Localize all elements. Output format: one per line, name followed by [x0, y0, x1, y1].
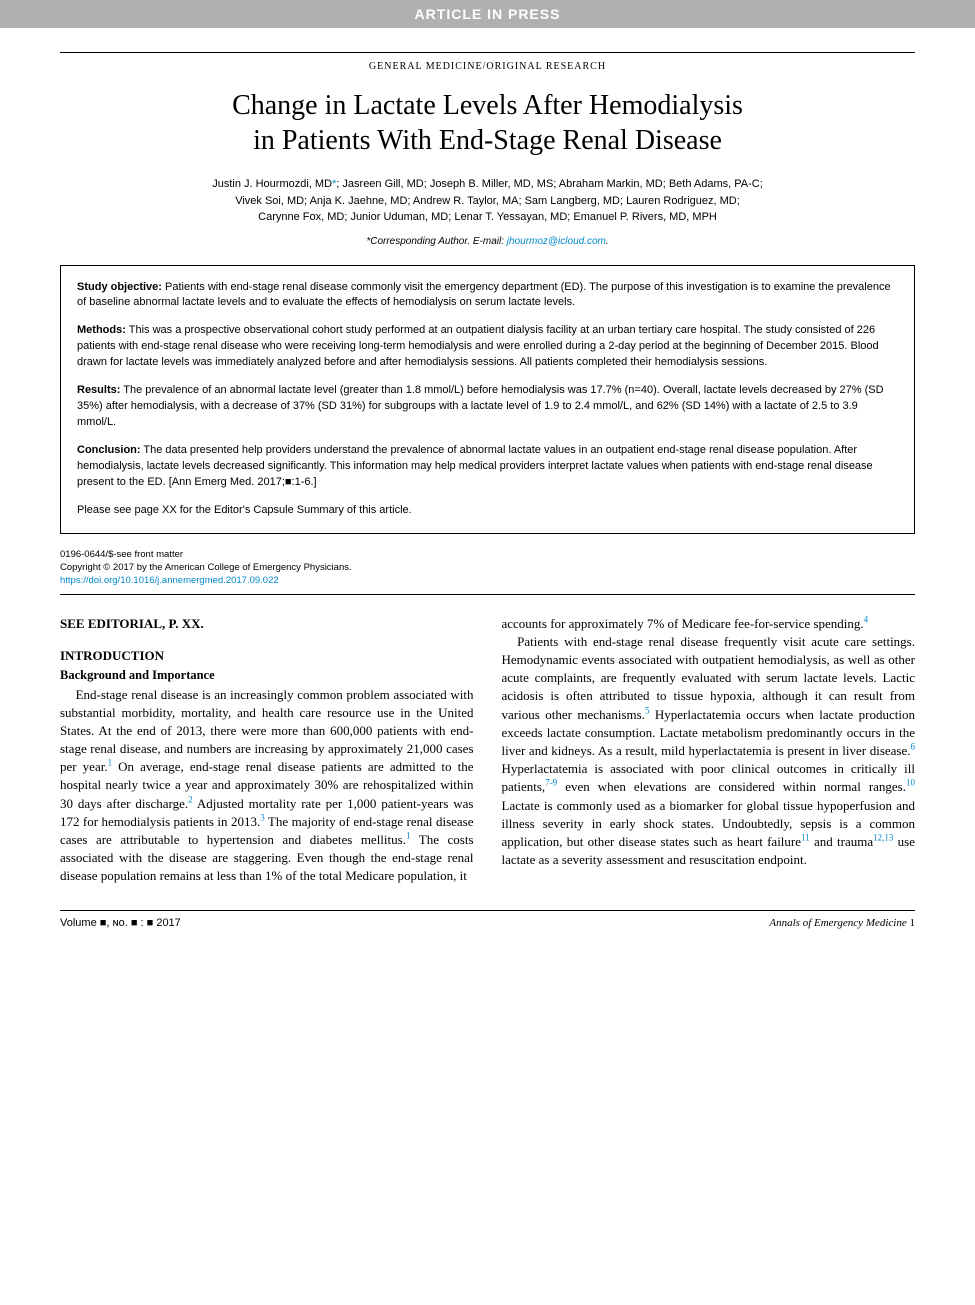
article-title: Change in Lactate Levels After Hemodialy… — [60, 88, 915, 158]
body-text-columns: SEE EDITORIAL, P. XX. INTRODUCTION Backg… — [60, 615, 915, 886]
footer-journal-name: Annals of Emergency Medicine — [769, 917, 906, 929]
abstract-methods: Methods: This was a prospective observat… — [77, 323, 898, 371]
objective-text: Patients with end-stage renal disease co… — [77, 281, 891, 309]
results-text: The prevalence of an abnormal lactate le… — [77, 384, 884, 428]
abstract-box: Study objective: Patients with end-stage… — [60, 265, 915, 534]
top-rule — [60, 52, 915, 53]
corresponding-period: . — [606, 236, 609, 247]
author-text-1a: Justin J. Hourmozdi, MD — [212, 178, 332, 190]
ref-7-9[interactable]: 7-9 — [545, 778, 557, 788]
col2-p1-a: accounts for approximately 7% of Medicar… — [502, 616, 864, 631]
front-matter: 0196-0644/$-see front matter Copyright ©… — [60, 548, 915, 588]
conclusion-text: The data presented help providers unders… — [77, 444, 873, 488]
article-in-press-banner: ARTICLE IN PRESS — [0, 0, 975, 28]
ref-12-13[interactable]: 12,13 — [873, 833, 893, 843]
author-text-2: Vivek Soi, MD; Anja K. Jaehne, MD; Andre… — [235, 195, 740, 207]
ref-11[interactable]: 11 — [801, 833, 810, 843]
ref-4[interactable]: 4 — [864, 614, 869, 624]
abstract-objective: Study objective: Patients with end-stage… — [77, 280, 898, 312]
methods-label: Methods: — [77, 324, 126, 336]
copyright-line: Copyright © 2017 by the American College… — [60, 561, 915, 574]
col1-paragraph-1: End-stage renal disease is an increasing… — [60, 686, 474, 886]
objective-label: Study objective: — [77, 281, 162, 293]
page-footer: Volume ■, ɴᴏ. ■ : ■ 2017 Annals of Emerg… — [60, 910, 915, 929]
abstract-conclusion: Conclusion: The data presented help prov… — [77, 443, 898, 491]
conclusion-label: Conclusion: — [77, 444, 141, 456]
footer-page-number: 1 — [907, 917, 915, 929]
introduction-heading: INTRODUCTION — [60, 647, 474, 665]
col2-p2-d: even when elevations are considered with… — [557, 779, 906, 794]
ref-6[interactable]: 6 — [911, 742, 916, 752]
title-line-1: Change in Lactate Levels After Hemodialy… — [232, 90, 743, 121]
col2-p2-f: and trauma — [810, 834, 873, 849]
front-matter-line1: 0196-0644/$-see front matter — [60, 548, 915, 561]
see-editorial: SEE EDITORIAL, P. XX. — [60, 615, 474, 633]
column-left: SEE EDITORIAL, P. XX. INTRODUCTION Backg… — [60, 615, 474, 886]
corresponding-author: *Corresponding Author. E-mail: jhourmoz@… — [60, 236, 915, 247]
footer-volume-info: Volume ■, ɴᴏ. ■ : ■ 2017 — [60, 917, 181, 929]
author-text-3: Carynne Fox, MD; Junior Uduman, MD; Lena… — [258, 211, 717, 223]
section-header: GENERAL MEDICINE/ORIGINAL RESEARCH — [60, 61, 915, 72]
footer-journal-page: Annals of Emergency Medicine 1 — [769, 917, 915, 929]
author-list: Justin J. Hourmozdi, MD*; Jasreen Gill, … — [60, 176, 915, 226]
background-subheading: Background and Importance — [60, 667, 474, 685]
title-line-2: in Patients With End-Stage Renal Disease — [253, 125, 722, 156]
page-content: GENERAL MEDICINE/ORIGINAL RESEARCH Chang… — [0, 28, 975, 959]
column-right: accounts for approximately 7% of Medicar… — [502, 615, 916, 886]
methods-text: This was a prospective observational coh… — [77, 324, 879, 368]
corresponding-email-link[interactable]: jhourmoz@icloud.com — [507, 236, 606, 247]
mid-rule — [60, 594, 915, 595]
ref-10[interactable]: 10 — [906, 778, 915, 788]
results-label: Results: — [77, 384, 120, 396]
col2-paragraph-1: accounts for approximately 7% of Medicar… — [502, 615, 916, 633]
col2-paragraph-2: Patients with end-stage renal disease fr… — [502, 633, 916, 869]
doi-link[interactable]: https://doi.org/10.1016/j.annemergmed.20… — [60, 575, 279, 586]
corresponding-label: *Corresponding Author. E-mail: — [366, 236, 506, 247]
author-text-1b: ; Jasreen Gill, MD; Joseph B. Miller, MD… — [336, 178, 762, 190]
capsule-summary-note: Please see page XX for the Editor's Caps… — [77, 503, 898, 519]
abstract-results: Results: The prevalence of an abnormal l… — [77, 383, 898, 431]
